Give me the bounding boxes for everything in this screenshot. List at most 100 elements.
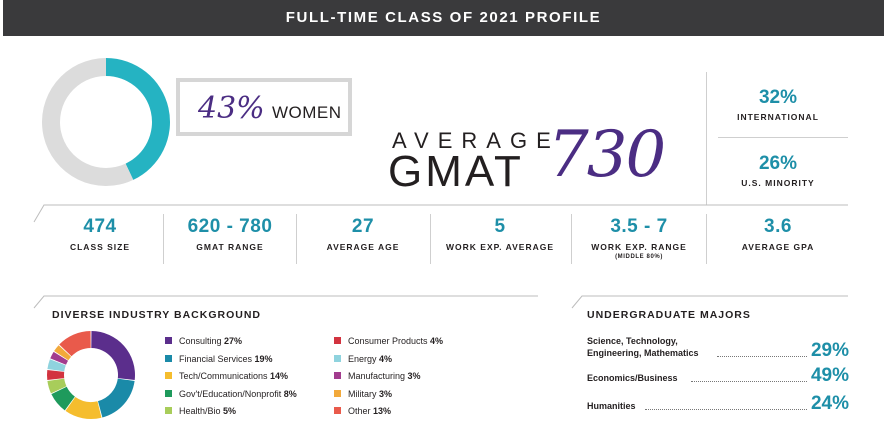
slice-military — [54, 345, 72, 361]
men-slice — [42, 58, 134, 186]
legend-swatch — [334, 354, 341, 362]
women-label: WOMEN — [272, 103, 342, 122]
legend-label: Health/Bio — [179, 406, 224, 416]
legend-swatch — [334, 407, 341, 415]
right-stat-divider — [718, 137, 848, 138]
legend-swatch — [165, 389, 172, 397]
industry-title: DIVERSE INDUSTRY BACKGROUND — [52, 309, 262, 321]
work-exp-range-stat: 3.5 - 7 WORK EXP. RANGE (MIDDLE 80%) — [573, 216, 705, 260]
women-donut-chart — [42, 58, 170, 186]
legend-swatch — [165, 407, 172, 415]
major-name: Science, Technology, Engineering, Mathem… — [587, 336, 699, 358]
work-exp-average-stat: 5 WORK EXP. AVERAGE — [432, 216, 568, 252]
legend-value: 19% — [254, 353, 273, 364]
legend-value: 4% — [430, 336, 444, 346]
legend-value: 3% — [379, 388, 393, 399]
legend-swatch — [334, 337, 341, 345]
legend-item: Military 3% — [334, 388, 392, 400]
legend-label: Gov't/Education/Nonprofit — [179, 388, 284, 399]
major-stem: Science, Technology, Engineering, Mathem… — [587, 336, 849, 361]
legend-item: Health/Bio 5% — [165, 405, 236, 417]
stat-divider — [163, 214, 164, 264]
legend-value: 14% — [270, 371, 289, 381]
gmat-range-value: 620 - 780 — [187, 216, 273, 237]
legend-value: 8% — [283, 388, 297, 399]
average-age-label: AVERAGE AGE — [326, 242, 400, 252]
gmat-value: 730 — [548, 118, 666, 192]
legend-item: Energy 4% — [334, 353, 392, 365]
slice-energy — [47, 359, 66, 372]
stat-divider — [571, 214, 572, 264]
leader-dots — [691, 381, 807, 382]
legend-value: 3% — [407, 371, 421, 381]
class-size-label: CLASS SIZE — [69, 242, 131, 252]
right-column-divider — [706, 72, 707, 205]
class-size-value: 474 — [83, 216, 117, 237]
major-percent: 49% — [810, 365, 849, 386]
international-label: INTERNATIONAL — [737, 112, 819, 122]
legend-label: Military — [348, 388, 379, 399]
legend-label: Tech/Communications — [179, 371, 271, 381]
gmat-range-label: GMAT RANGE — [196, 242, 264, 252]
major-percent: 24% — [810, 393, 849, 414]
gmat-range-stat: 620 - 780 GMAT RANGE — [166, 216, 294, 252]
legend-value: 4% — [379, 353, 393, 364]
legend-item: Other 13% — [334, 405, 391, 417]
work-exp-average-value: 5 — [494, 216, 506, 237]
legend-label: Manufacturing — [348, 371, 408, 381]
page-title: FULL-TIME CLASS OF 2021 PROFILE — [285, 9, 602, 26]
women-slice — [106, 58, 170, 180]
slice-consulting — [91, 331, 135, 381]
stats-row-rule — [33, 204, 848, 223]
legend-swatch — [165, 337, 172, 345]
work-exp-range-note: (MIDDLE 80%) — [615, 254, 663, 260]
work-exp-range-value: 3.5 - 7 — [610, 216, 668, 237]
legend-item: Gov't/Education/Nonprofit 8% — [165, 388, 297, 400]
major-name: Humanities — [587, 401, 636, 411]
major-name: Economics/Business — [587, 373, 678, 383]
legend-swatch — [334, 389, 341, 397]
slice-other — [59, 331, 91, 357]
women-percent: 43% — [198, 91, 265, 126]
gmat-average-label: AVERAGE — [392, 128, 560, 153]
women-callout: 43% WOMEN — [176, 78, 352, 136]
work-exp-average-label: WORK EXP. AVERAGE — [446, 242, 554, 252]
header-banner: FULL-TIME CLASS OF 2021 PROFILE — [3, 0, 884, 36]
average-age-value: 27 — [351, 216, 375, 237]
us-minority-label: U.S. MINORITY — [741, 178, 815, 188]
international-value: 32% — [758, 87, 798, 108]
stat-divider — [430, 214, 431, 264]
major-percent: 29% — [810, 340, 849, 361]
industry-donut-chart — [47, 331, 135, 419]
industry-section-rule — [33, 295, 538, 309]
average-age-stat: 27 AVERAGE AGE — [298, 216, 428, 252]
slice-gov-t-education-nonprofit — [51, 386, 75, 411]
slice-consumer-products — [47, 369, 65, 381]
major-economics: Economics/Business 49% — [587, 365, 849, 386]
legend-item: Tech/Communications 14% — [165, 370, 288, 382]
leader-dots — [645, 409, 807, 410]
legend-swatch — [334, 372, 341, 380]
international-stat: 32% INTERNATIONAL — [708, 87, 848, 122]
work-exp-range-label: WORK EXP. RANGE — [591, 242, 687, 252]
slice-manufacturing — [50, 351, 69, 365]
leader-dots — [717, 356, 807, 357]
average-gpa-label: AVERAGE GPA — [741, 242, 815, 252]
average-gpa-value: 3.6 — [764, 216, 792, 237]
slice-financial-services — [97, 378, 135, 418]
legend-item: Consulting 27% — [165, 335, 242, 347]
stat-divider — [706, 214, 707, 264]
slice-tech-communications — [65, 397, 102, 419]
legend-swatch — [165, 354, 172, 362]
legend-item: Consumer Products 4% — [334, 335, 443, 347]
legend-value: 13% — [373, 406, 392, 416]
legend-value: 5% — [223, 406, 237, 416]
slice-health-bio — [47, 378, 67, 394]
legend-label: Energy — [348, 353, 380, 364]
stat-divider — [296, 214, 297, 264]
legend-label: Consulting — [179, 336, 225, 346]
gmat-label: GMAT — [388, 147, 524, 196]
us-minority-value: 26% — [758, 153, 798, 174]
majors-section-rule — [571, 295, 848, 309]
majors-title: UNDERGRADUATE MAJORS — [587, 309, 751, 321]
